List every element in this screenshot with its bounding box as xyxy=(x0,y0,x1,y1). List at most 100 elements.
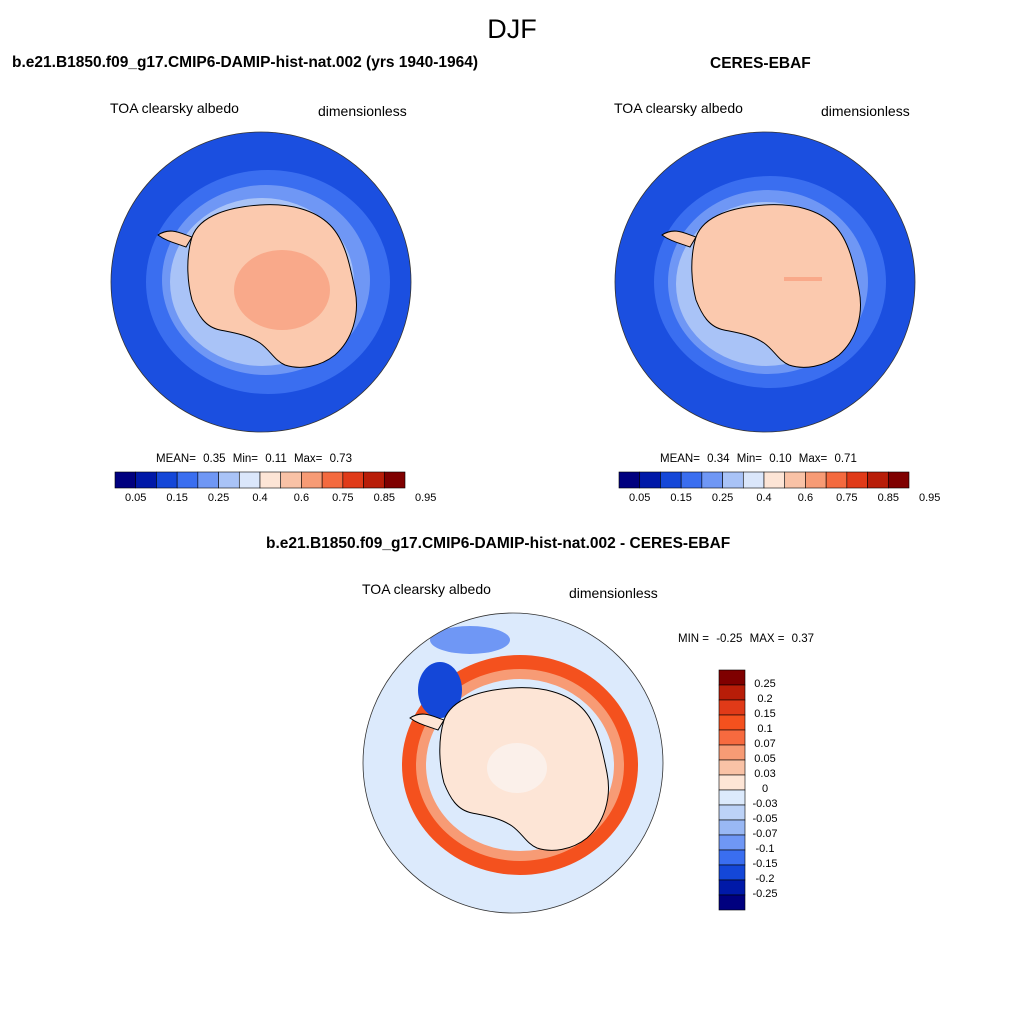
left-units-label: dimensionless xyxy=(318,103,407,119)
diff-blue-patch xyxy=(418,662,462,718)
left-panel-title: b.e21.B1850.f09_g17.CMIP6-DAMIP-hist-nat… xyxy=(12,54,479,71)
left-colorbar-swatch xyxy=(280,471,302,489)
left-stats: MEAN= 0.35 Min= 0.11 Max= 0.73 xyxy=(156,453,352,465)
right-colorbar-tick-label: 0.4 xyxy=(756,492,772,504)
diff-min-value: -0.25 xyxy=(716,633,743,645)
left-map xyxy=(111,132,411,432)
right-mean-label: MEAN= xyxy=(660,453,700,465)
left-colorbar-swatch xyxy=(363,471,385,489)
diff-colorbar-tick-label: 0.15 xyxy=(754,708,776,720)
diff-colorbar-tick-label: -0.07 xyxy=(752,828,778,840)
right-stats: MEAN= 0.34 Min= 0.10 Max= 0.71 xyxy=(660,453,857,465)
diff-colorbar-tick-label: -0.25 xyxy=(752,888,778,900)
left-colorbar-swatch xyxy=(321,471,344,489)
diff-map xyxy=(363,613,663,913)
diff-colorbar xyxy=(718,669,746,911)
right-colorbar-swatch xyxy=(639,471,661,489)
right-colorbar-swatch xyxy=(742,471,765,489)
diff-map-border xyxy=(362,612,664,914)
left-max-value: 0.73 xyxy=(329,453,352,465)
left-colorbar-tick-label: 0.05 xyxy=(124,492,147,504)
left-colorbar-tick-label: 0.25 xyxy=(207,492,230,504)
left-colorbar-swatch xyxy=(218,471,240,489)
left-colorbar-swatch xyxy=(383,471,406,489)
right-colorbar-tick-label: 0.25 xyxy=(711,492,734,504)
right-max-value: 0.71 xyxy=(834,453,857,465)
left-antarctica xyxy=(157,204,357,368)
right-map xyxy=(615,132,915,432)
left-mean-label: MEAN= xyxy=(156,453,196,465)
right-colorbar-swatch xyxy=(825,471,848,489)
diff-variable-label: TOA clearsky albedo xyxy=(362,581,491,597)
right-colorbar-swatch xyxy=(867,471,889,489)
right-variable-label: TOA clearsky albedo xyxy=(614,100,743,116)
right-colorbar-tick-label: 0.75 xyxy=(836,492,858,504)
diff-colorbar-tick-label: 0.1 xyxy=(757,723,773,735)
left-variable-label: TOA clearsky albedo xyxy=(110,100,239,116)
right-colorbar-swatch xyxy=(887,471,910,489)
right-colorbar-swatch xyxy=(701,471,723,489)
right-panel-title: CERES-EBAF xyxy=(710,55,811,72)
left-max-label: Max= xyxy=(293,453,323,465)
left-colorbar-tick-label: 0.95 xyxy=(414,492,437,504)
right-colorbar xyxy=(618,471,910,489)
diff-max-value: 0.37 xyxy=(791,633,815,645)
left-colorbar-tick-label: 0.85 xyxy=(373,492,395,504)
right-units-label: dimensionless xyxy=(821,103,910,119)
left-colorbar xyxy=(114,471,406,489)
left-min-label: Min= xyxy=(232,453,258,465)
left-colorbar-swatch xyxy=(114,471,137,489)
left-colorbar-swatch xyxy=(238,471,261,489)
right-colorbar-swatch xyxy=(846,471,868,489)
diff-stats: MIN = -0.25 MAX = 0.37 xyxy=(678,633,814,645)
left-colorbar-swatch xyxy=(197,471,219,489)
right-colorbar-tick-label: 0.15 xyxy=(670,492,692,504)
left-mean-value: 0.35 xyxy=(203,453,226,465)
right-max-label: Max= xyxy=(798,453,828,465)
right-colorbar-swatch xyxy=(722,471,744,489)
left-min-value: 0.11 xyxy=(265,453,287,465)
right-colorbar-tick-label: 0.85 xyxy=(877,492,899,504)
diff-colorbar-tick-label: 0.05 xyxy=(754,753,776,765)
figure-title: DJF xyxy=(487,14,537,44)
diff-antarctica xyxy=(409,687,609,851)
diff-blue-patch-north xyxy=(430,626,510,654)
diff-colorbar-tick-label: -0.15 xyxy=(752,858,778,870)
left-colorbar-tick-label: 0.4 xyxy=(252,492,268,504)
right-mean-value: 0.34 xyxy=(707,453,730,465)
right-colorbar-tick-label: 0.6 xyxy=(797,492,814,504)
diff-max-label: MAX = xyxy=(749,633,785,645)
left-colorbar-swatch xyxy=(342,471,364,489)
diff-colorbar-tick-label: 0.2 xyxy=(757,693,773,705)
right-colorbar-swatch xyxy=(680,471,703,489)
left-colorbar-swatch xyxy=(259,471,282,489)
left-map-border xyxy=(110,131,412,433)
diff-colorbar-tick-label: 0.07 xyxy=(754,738,776,750)
left-colorbar-swatch xyxy=(156,471,178,489)
left-colorbar-tick-label: 0.6 xyxy=(293,492,310,504)
right-antarctica xyxy=(661,204,861,368)
diff-colorbar-tick-label: 0.03 xyxy=(754,768,776,780)
right-colorbar-swatch xyxy=(805,471,827,489)
diff-colorbar-tick-label: -0.2 xyxy=(755,873,775,885)
right-colorbar-tick-label: 0.05 xyxy=(628,492,651,504)
right-colorbar-swatch xyxy=(784,471,806,489)
diff-panel-title: b.e21.B1850.f09_g17.CMIP6-DAMIP-hist-nat… xyxy=(266,535,731,552)
diff-colorbar-tick-label: -0.03 xyxy=(752,798,778,810)
left-colorbar-swatch xyxy=(135,471,157,489)
right-colorbar-swatch xyxy=(660,471,682,489)
diff-colorbar-tick-label: -0.1 xyxy=(755,843,775,855)
left-colorbar-tick-label: 0.75 xyxy=(332,492,354,504)
right-colorbar-tick-label: 0.95 xyxy=(918,492,941,504)
right-min-value: 0.10 xyxy=(769,453,792,465)
diff-colorbar-tick-label: -0.05 xyxy=(752,813,778,825)
diff-units-label: dimensionless xyxy=(569,585,658,601)
right-colorbar-swatch xyxy=(618,471,641,489)
left-colorbar-tick-label: 0.15 xyxy=(166,492,188,504)
diff-colorbar-swatch xyxy=(718,894,746,911)
right-min-label: Min= xyxy=(736,453,762,465)
left-colorbar-swatch xyxy=(176,471,199,489)
right-colorbar-swatch xyxy=(763,471,786,489)
right-map-border xyxy=(614,131,916,433)
